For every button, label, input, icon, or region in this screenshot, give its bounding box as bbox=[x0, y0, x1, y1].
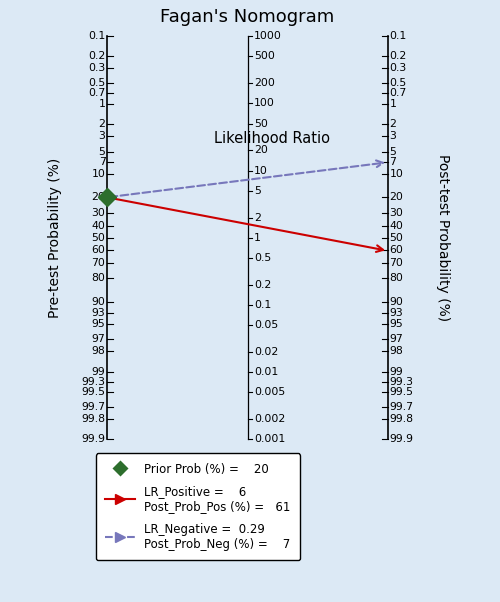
Text: 0.7: 0.7 bbox=[390, 88, 407, 98]
Text: 40: 40 bbox=[390, 221, 404, 231]
Text: 98: 98 bbox=[390, 346, 404, 356]
Text: 99.7: 99.7 bbox=[82, 402, 106, 412]
Text: 0.5: 0.5 bbox=[88, 78, 106, 88]
Text: 2: 2 bbox=[390, 119, 396, 129]
Text: 7: 7 bbox=[98, 157, 105, 167]
Text: 5: 5 bbox=[390, 147, 396, 157]
Text: 5: 5 bbox=[98, 147, 105, 157]
Text: 1: 1 bbox=[390, 99, 396, 108]
Text: 0.3: 0.3 bbox=[390, 63, 407, 73]
Text: 10: 10 bbox=[254, 166, 268, 176]
Text: 99.9: 99.9 bbox=[390, 435, 413, 444]
Text: 10: 10 bbox=[92, 169, 106, 179]
Text: Post-test Probability (%): Post-test Probability (%) bbox=[436, 154, 450, 321]
Text: 2: 2 bbox=[254, 213, 261, 223]
Text: 0.01: 0.01 bbox=[254, 367, 278, 377]
Text: 100: 100 bbox=[254, 98, 275, 108]
Text: 500: 500 bbox=[254, 51, 275, 61]
Text: 95: 95 bbox=[92, 319, 106, 329]
Text: 50: 50 bbox=[92, 233, 106, 243]
Text: 70: 70 bbox=[390, 258, 404, 267]
Text: 0.05: 0.05 bbox=[254, 320, 278, 330]
Text: 60: 60 bbox=[390, 244, 404, 255]
Text: 0.002: 0.002 bbox=[254, 414, 285, 424]
Text: 70: 70 bbox=[92, 258, 106, 267]
Text: 99.7: 99.7 bbox=[390, 402, 413, 412]
Text: 0.001: 0.001 bbox=[254, 435, 285, 444]
Title: Fagan's Nomogram: Fagan's Nomogram bbox=[160, 8, 334, 26]
Text: 0.2: 0.2 bbox=[88, 51, 106, 61]
Text: 60: 60 bbox=[92, 244, 106, 255]
Text: 1000: 1000 bbox=[254, 31, 282, 41]
Text: 10: 10 bbox=[390, 169, 404, 179]
Text: 80: 80 bbox=[92, 273, 106, 284]
Text: 20: 20 bbox=[254, 145, 268, 155]
Legend: Prior Prob (%) =    20, LR_Positive =    6
Post_Prob_Pos (%) =   61, LR_Negative: Prior Prob (%) = 20, LR_Positive = 6 Pos… bbox=[96, 453, 300, 560]
Text: 20: 20 bbox=[390, 192, 404, 202]
Text: 0.5: 0.5 bbox=[390, 78, 407, 88]
Text: 0.7: 0.7 bbox=[88, 88, 106, 98]
Text: 7: 7 bbox=[390, 157, 396, 167]
Text: Likelihood Ratio: Likelihood Ratio bbox=[214, 131, 330, 146]
Text: 1: 1 bbox=[254, 233, 261, 243]
Text: 30: 30 bbox=[390, 208, 404, 218]
Text: 0.005: 0.005 bbox=[254, 388, 285, 397]
Text: 0.2: 0.2 bbox=[390, 51, 407, 61]
Text: 97: 97 bbox=[390, 334, 404, 344]
Text: 99: 99 bbox=[92, 367, 106, 377]
Text: 50: 50 bbox=[254, 119, 268, 129]
Text: 0.2: 0.2 bbox=[254, 280, 271, 290]
Text: 0.1: 0.1 bbox=[390, 31, 407, 41]
Text: 3: 3 bbox=[390, 131, 396, 141]
Text: 98: 98 bbox=[92, 346, 106, 356]
Text: 95: 95 bbox=[390, 319, 404, 329]
Text: 93: 93 bbox=[92, 308, 106, 318]
Text: 99.8: 99.8 bbox=[390, 414, 413, 424]
Text: 90: 90 bbox=[92, 297, 106, 307]
Text: 40: 40 bbox=[92, 221, 106, 231]
Text: 20: 20 bbox=[92, 192, 106, 202]
Text: 0.3: 0.3 bbox=[88, 63, 106, 73]
Text: 99.5: 99.5 bbox=[82, 387, 106, 397]
Text: 93: 93 bbox=[390, 308, 404, 318]
Text: 5: 5 bbox=[254, 186, 261, 196]
Text: Pre-test Probability (%): Pre-test Probability (%) bbox=[48, 158, 62, 318]
Text: 0.1: 0.1 bbox=[88, 31, 106, 41]
Text: 99.5: 99.5 bbox=[390, 387, 413, 397]
Text: 1: 1 bbox=[98, 99, 105, 108]
Text: 99.8: 99.8 bbox=[82, 414, 106, 424]
Text: 99.3: 99.3 bbox=[82, 377, 106, 388]
Text: 99.3: 99.3 bbox=[390, 377, 413, 388]
Text: 99.9: 99.9 bbox=[82, 435, 106, 444]
Text: 2: 2 bbox=[98, 119, 105, 129]
Text: 200: 200 bbox=[254, 78, 275, 88]
Text: 90: 90 bbox=[390, 297, 404, 307]
Text: 0.5: 0.5 bbox=[254, 253, 271, 263]
Text: 99: 99 bbox=[390, 367, 404, 377]
Text: 50: 50 bbox=[390, 233, 404, 243]
Text: 0.1: 0.1 bbox=[254, 300, 271, 310]
Text: 0.02: 0.02 bbox=[254, 347, 278, 357]
Text: 3: 3 bbox=[98, 131, 105, 141]
Text: 80: 80 bbox=[390, 273, 404, 284]
Text: 30: 30 bbox=[92, 208, 106, 218]
Text: 97: 97 bbox=[92, 334, 106, 344]
